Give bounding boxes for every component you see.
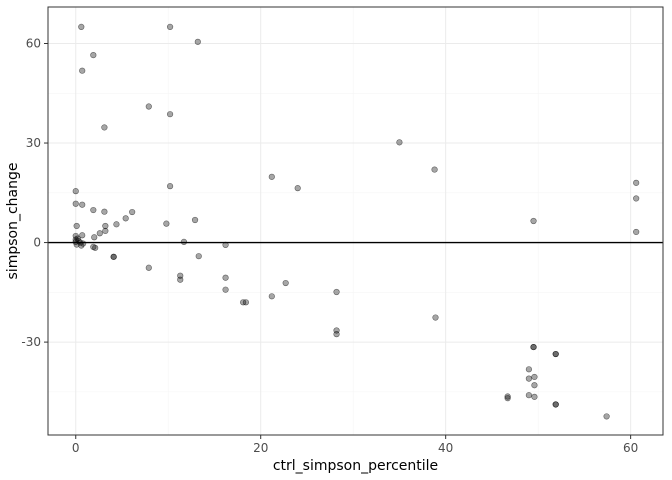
- data-point: [530, 343, 537, 351]
- data-point: [525, 392, 533, 399]
- data-point: [166, 23, 174, 31]
- data-point: [268, 293, 275, 300]
- data-point: [431, 166, 438, 173]
- data-point: [113, 221, 120, 228]
- data-point: [552, 350, 559, 358]
- data-point: [166, 183, 174, 190]
- x-tick-label: 20: [253, 441, 268, 455]
- data-point: [129, 208, 136, 216]
- data-point: [294, 185, 301, 192]
- data-point: [79, 201, 86, 208]
- data-point: [282, 279, 289, 287]
- data-point: [72, 188, 79, 195]
- data-point: [180, 238, 188, 245]
- data-point: [195, 253, 202, 260]
- data-point: [396, 139, 403, 146]
- data-point: [530, 217, 537, 225]
- data-point: [222, 286, 229, 293]
- data-point: [102, 227, 109, 235]
- data-point: [333, 331, 340, 338]
- data-point: [166, 111, 174, 118]
- y-tick-label: -30: [21, 335, 41, 349]
- y-tick-label: 30: [26, 136, 41, 150]
- data-point: [102, 222, 109, 230]
- data-point: [110, 253, 117, 260]
- data-point: [92, 244, 99, 251]
- data-point: [145, 103, 152, 110]
- data-point: [531, 382, 538, 389]
- data-point: [72, 200, 79, 207]
- data-point: [432, 314, 439, 321]
- data-point: [633, 179, 640, 186]
- data-point: [96, 230, 103, 237]
- data-point: [163, 220, 170, 227]
- x-axis-title: ctrl_simpson_percentile: [273, 458, 438, 474]
- data-point: [552, 401, 559, 408]
- data-point: [504, 395, 511, 402]
- data-point: [268, 173, 275, 180]
- data-point: [79, 67, 86, 74]
- data-point: [633, 195, 640, 202]
- x-tick-label: 0: [72, 441, 80, 455]
- data-point: [603, 413, 610, 420]
- data-point: [78, 23, 85, 31]
- data-point: [531, 373, 538, 381]
- data-point: [79, 232, 86, 239]
- data-point: [525, 375, 533, 382]
- plot-panel-border: [47, 6, 664, 436]
- data-point: [101, 208, 108, 215]
- y-axis-title: simpson_change: [5, 163, 21, 280]
- data-point: [90, 243, 97, 250]
- data-point: [122, 215, 129, 222]
- data-point: [531, 393, 538, 400]
- data-point: [90, 206, 97, 214]
- data-point: [90, 52, 97, 59]
- y-tick-label: 60: [26, 36, 41, 50]
- data-point: [333, 288, 340, 296]
- data-point: [504, 393, 511, 400]
- data-point: [177, 276, 184, 283]
- y-tick-label: 0: [33, 236, 41, 250]
- axis-ticks: 0 20 40 60 -30 0 30 60: [21, 36, 638, 455]
- data-point: [73, 222, 80, 230]
- data-point: [145, 264, 152, 271]
- data-point: [91, 234, 98, 241]
- data-point: [525, 366, 533, 373]
- gridlines: [48, 7, 663, 435]
- data-point: [78, 242, 85, 249]
- data-point: [101, 124, 108, 131]
- data-point: [222, 241, 229, 248]
- data-point: [633, 228, 640, 236]
- data-point: [191, 216, 199, 224]
- data-point: [194, 38, 201, 45]
- data-points: [72, 23, 640, 420]
- data-point: [222, 274, 229, 281]
- x-tick-label: 40: [438, 441, 453, 455]
- x-tick-label: 60: [623, 441, 638, 455]
- data-point: [73, 241, 80, 248]
- data-point: [240, 299, 247, 306]
